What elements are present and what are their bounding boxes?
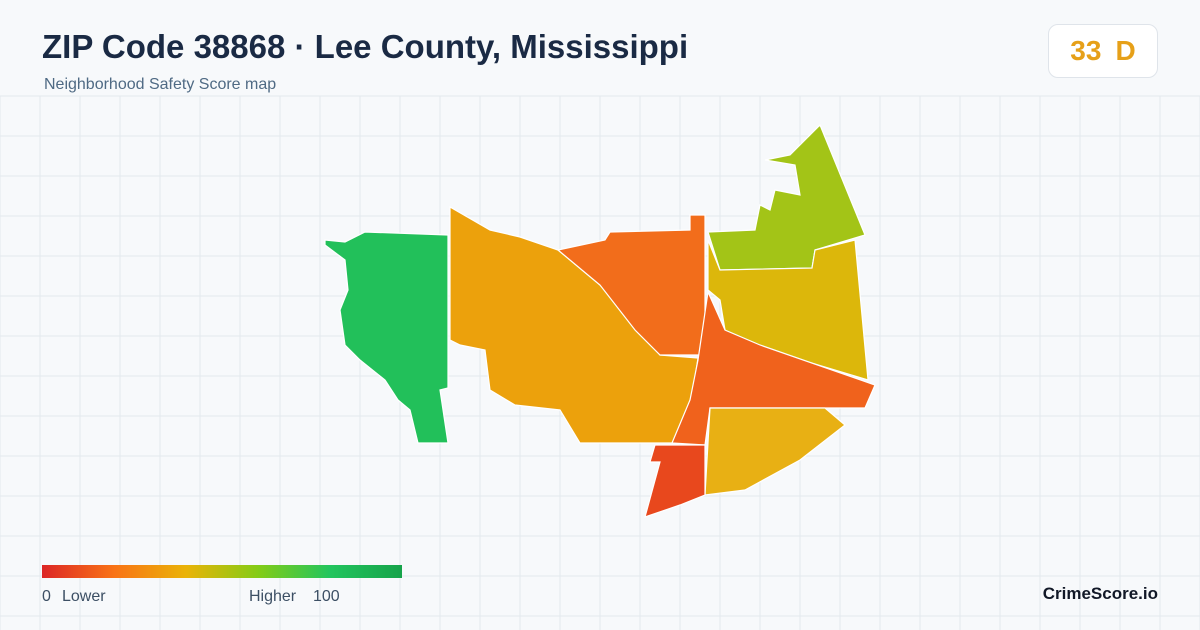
region [556, 214, 706, 356]
brand: CrimeScore.io [1042, 584, 1158, 603]
title: ZIP Code 38868 · Lee County, Mississippi [42, 28, 689, 65]
legend-min: 0 [42, 588, 51, 605]
legend-min-label: Lower [62, 588, 106, 605]
score-badge: 33 D [1048, 24, 1158, 78]
region [704, 407, 846, 496]
score-grade: D [1115, 35, 1136, 66]
legend-max: 100 [313, 588, 340, 605]
legend-gradient [42, 565, 402, 578]
region [644, 444, 706, 518]
region [707, 239, 869, 381]
legend-max-label: Higher [249, 588, 297, 605]
map-regions [324, 123, 876, 518]
region [324, 231, 449, 444]
score-value: 33 [1070, 35, 1102, 66]
subtitle: Neighborhood Safety Score map [44, 76, 277, 93]
